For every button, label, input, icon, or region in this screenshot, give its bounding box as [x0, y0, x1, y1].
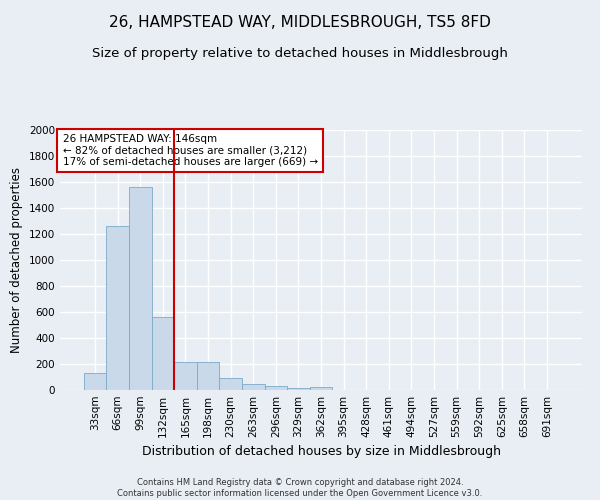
Bar: [152, 317, 174, 390]
Text: 26 HAMPSTEAD WAY: 146sqm
← 82% of detached houses are smaller (3,212)
17% of sem: 26 HAMPSTEAD WAY: 146sqm ← 82% of detach…: [62, 134, 318, 167]
Bar: [220, 378, 242, 390]
Text: Contains HM Land Registry data © Crown copyright and database right 2024.
Contai: Contains HM Land Registry data © Crown c…: [118, 478, 482, 498]
Bar: [310, 388, 332, 390]
X-axis label: Distribution of detached houses by size in Middlesbrough: Distribution of detached houses by size …: [142, 446, 500, 458]
Text: Size of property relative to detached houses in Middlesbrough: Size of property relative to detached ho…: [92, 48, 508, 60]
Bar: [84, 373, 106, 390]
Text: 26, HAMPSTEAD WAY, MIDDLESBROUGH, TS5 8FD: 26, HAMPSTEAD WAY, MIDDLESBROUGH, TS5 8F…: [109, 15, 491, 30]
Bar: [242, 384, 265, 390]
Y-axis label: Number of detached properties: Number of detached properties: [10, 167, 23, 353]
Bar: [106, 226, 129, 390]
Bar: [174, 362, 197, 390]
Bar: [129, 187, 152, 390]
Bar: [287, 388, 310, 390]
Bar: [265, 386, 287, 390]
Bar: [197, 362, 220, 390]
